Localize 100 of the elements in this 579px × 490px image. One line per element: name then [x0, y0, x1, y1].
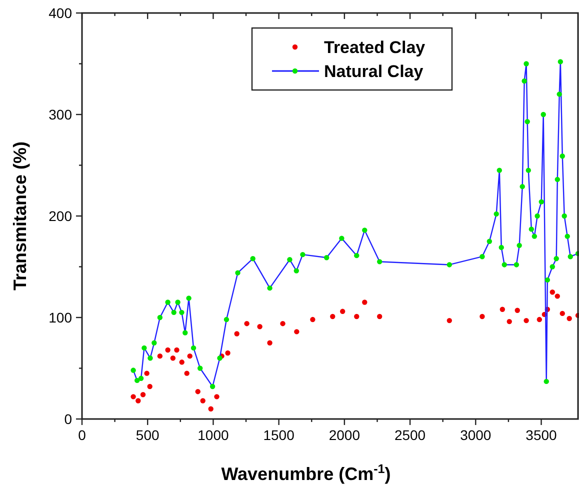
point: [330, 314, 336, 320]
x-tick-label: 1000: [198, 427, 229, 443]
point: [130, 368, 136, 373]
point: [498, 244, 504, 250]
point: [280, 320, 286, 326]
point: [195, 388, 200, 394]
point: [234, 331, 240, 336]
y-axis-title: Transmitance (%): [10, 141, 30, 291]
point: [540, 112, 546, 118]
x-tick-label: 1500: [263, 427, 295, 443]
point: [134, 378, 140, 384]
point: [287, 257, 292, 262]
point: [377, 314, 382, 320]
x-tick-label: 3000: [460, 427, 492, 443]
point: [300, 252, 306, 258]
point: [506, 318, 512, 324]
point: [560, 154, 565, 159]
point: [157, 353, 163, 359]
point: [502, 262, 507, 268]
point: [494, 211, 499, 217]
point: [175, 300, 180, 305]
point: [165, 300, 170, 305]
point: [165, 347, 170, 353]
point: [257, 324, 262, 330]
point: [250, 256, 256, 262]
point: [554, 176, 560, 182]
point: [554, 256, 559, 262]
y-tick-label: 200: [48, 208, 72, 224]
point: [324, 255, 330, 260]
point: [500, 306, 506, 312]
point: [516, 242, 522, 248]
point: [550, 264, 556, 270]
y-tick-label: 400: [48, 5, 72, 21]
point: [446, 262, 452, 268]
point: [528, 226, 534, 232]
y-tick-label: 100: [48, 310, 72, 326]
point: [267, 285, 272, 291]
point: [208, 406, 214, 412]
point: [532, 234, 538, 239]
point: [514, 262, 520, 268]
point: [200, 398, 206, 404]
point: [524, 119, 530, 124]
point: [187, 353, 192, 359]
point: [171, 310, 176, 316]
point: [446, 318, 452, 324]
point: [224, 316, 230, 322]
point: [340, 308, 346, 314]
point: [294, 268, 300, 274]
point: [152, 340, 157, 346]
point: [562, 213, 567, 219]
point: [560, 310, 565, 316]
point: [522, 78, 527, 84]
point: [354, 314, 360, 320]
legend-label: Treated Clay: [324, 38, 426, 57]
point: [362, 228, 368, 233]
point: [544, 378, 549, 384]
point: [377, 259, 382, 264]
point: [136, 398, 141, 404]
x-tick-label: 0: [78, 427, 86, 443]
point: [294, 329, 300, 334]
y-tick-label: 300: [48, 106, 72, 122]
point: [140, 392, 146, 398]
point: [225, 350, 230, 356]
x-tick-label: 500: [136, 427, 160, 443]
point: [244, 320, 250, 326]
point: [179, 360, 184, 365]
point: [142, 345, 147, 351]
point: [214, 394, 220, 400]
point: [564, 234, 570, 239]
point: [210, 384, 216, 390]
point: [554, 294, 560, 299]
x-tick-label: 2000: [328, 427, 360, 443]
point: [217, 356, 222, 361]
point: [197, 366, 203, 371]
point: [514, 308, 520, 313]
legend-label: Natural Clay: [324, 62, 424, 81]
point: [339, 236, 344, 241]
point: [568, 254, 573, 260]
point: [538, 199, 544, 204]
point: [536, 316, 542, 322]
point: [174, 347, 180, 353]
y-tick-label: 0: [64, 411, 72, 427]
point: [480, 254, 485, 260]
point: [310, 316, 316, 322]
point: [130, 394, 136, 400]
point: [534, 213, 540, 219]
point: [558, 59, 564, 64]
point: [147, 384, 152, 390]
point: [179, 310, 184, 316]
point: [362, 300, 368, 305]
point: [267, 340, 272, 346]
point: [184, 370, 190, 376]
point: [524, 61, 529, 66]
x-tick-label: 3500: [526, 427, 558, 443]
point: [190, 345, 196, 351]
point: [496, 168, 502, 173]
point: [550, 290, 556, 295]
point: [157, 314, 163, 320]
point: [354, 252, 360, 258]
point: [480, 314, 485, 320]
